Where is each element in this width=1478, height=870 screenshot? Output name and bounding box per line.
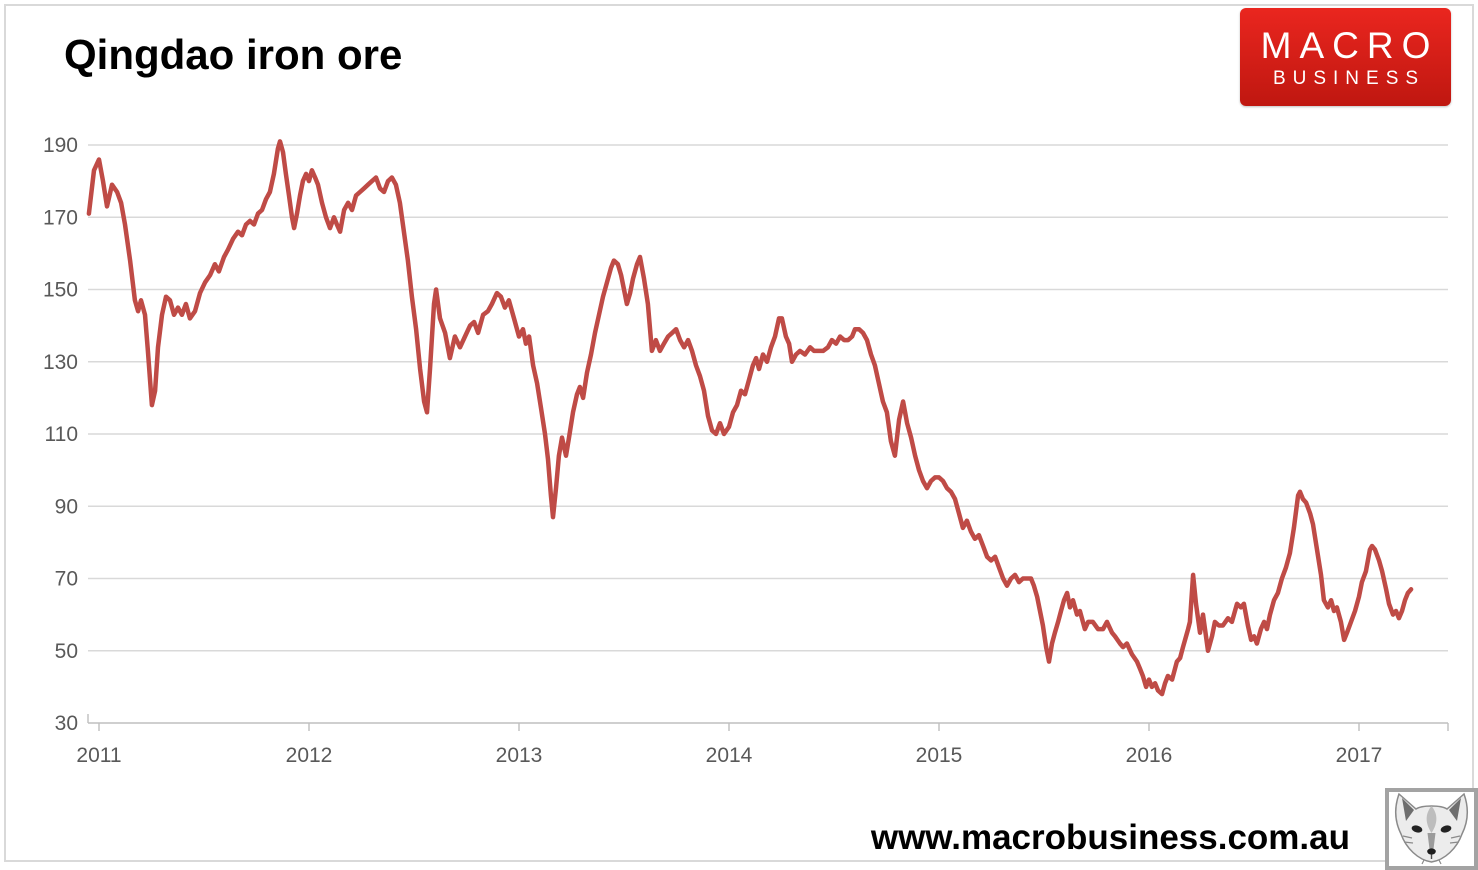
y-axis-label: 170 [43,206,78,229]
y-axis-label: 30 [55,712,78,735]
website-url: www.macrobusiness.com.au [870,818,1350,857]
x-axis-label: 2016 [1126,744,1173,767]
x-axis-label: 2012 [286,744,333,767]
x-axis-label: 2011 [76,744,121,767]
fox-head-icon [1395,792,1468,865]
logo-line1: MACRO [1260,24,1439,66]
iron-ore-price-line [86,139,1414,697]
fox-logo-box [1385,788,1478,870]
macrobusiness-logo: MACRO BUSINESS [1240,8,1451,106]
y-axis-label: 90 [55,495,78,518]
chart-frame [4,4,1474,862]
x-axis-label: 2013 [496,744,543,767]
y-axis-label: 150 [43,279,78,302]
x-axis-label: 2015 [916,744,963,767]
x-axis-label: 2014 [706,744,753,767]
y-axis-label: 70 [55,568,78,591]
y-axis-label: 190 [43,134,78,157]
y-axis-label: 110 [45,423,78,446]
y-axis-label: 50 [55,640,78,663]
x-axis-label: 2017 [1336,744,1383,767]
logo-line2: BUSINESS [1272,67,1426,89]
y-axis-label: 130 [43,351,78,374]
chart-title: Qingdao iron ore [64,31,403,78]
